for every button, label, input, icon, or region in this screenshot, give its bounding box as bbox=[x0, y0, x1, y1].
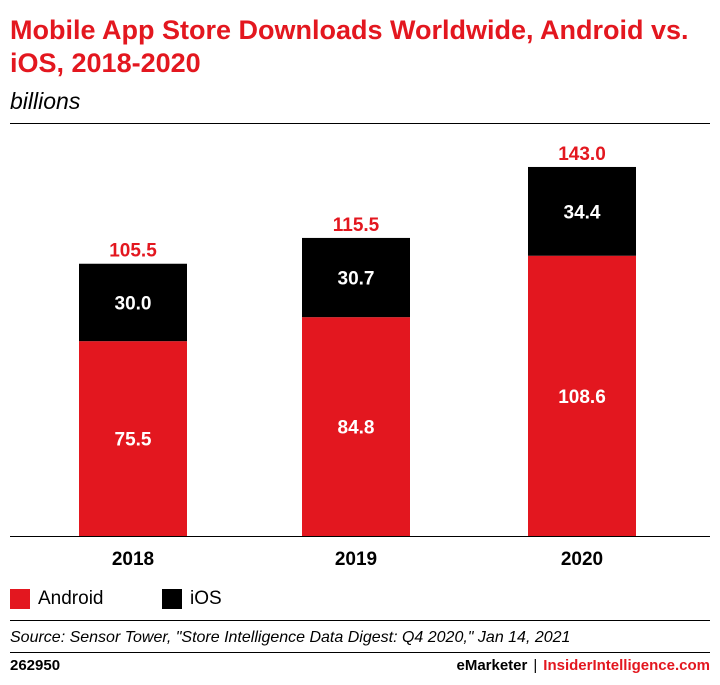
legend-swatch-android bbox=[10, 589, 30, 609]
brand: eMarketer | InsiderIntelligence.com bbox=[456, 657, 710, 674]
legend-label-ios: iOS bbox=[190, 588, 222, 609]
data-label-ios-2020: 34.4 bbox=[564, 202, 601, 223]
brand-separator: | bbox=[533, 657, 538, 674]
x-tick-label-2020: 2020 bbox=[561, 549, 603, 570]
x-tick-label-2018: 2018 bbox=[112, 549, 154, 570]
chart-subtitle: billions bbox=[10, 88, 81, 114]
source-note: Source: Sensor Tower, "Store Intelligenc… bbox=[10, 629, 571, 646]
bar-ios-2020 bbox=[528, 166, 636, 256]
data-label-ios-2018: 30.0 bbox=[115, 293, 152, 314]
data-label-ios-2019: 30.7 bbox=[338, 269, 375, 290]
bar-ios-2019 bbox=[302, 237, 410, 318]
chart-title: Mobile App Store Downloads Worldwide, An… bbox=[10, 15, 689, 78]
total-label-2018: 105.5 bbox=[109, 241, 157, 262]
chart-id: 262950 bbox=[10, 657, 61, 674]
bar-ios-2018 bbox=[79, 263, 187, 342]
data-label-android-2019: 84.8 bbox=[338, 418, 375, 439]
stacked-bar-chart: 75.5 30.0 105.5 2018 84.8 30.7 115.5 2019 108.6 3… bbox=[10, 144, 710, 570]
total-label-2019: 115.5 bbox=[333, 215, 380, 236]
legend-swatch-ios bbox=[162, 589, 182, 609]
legend-item-ios: iOS bbox=[162, 588, 222, 610]
bar-android-2019 bbox=[302, 317, 410, 536]
brand-emarketer: eMarketer bbox=[456, 657, 528, 674]
bar-android-2018 bbox=[79, 341, 187, 536]
data-label-android-2020: 108.6 bbox=[558, 387, 606, 408]
top-divider bbox=[10, 123, 710, 124]
total-label-2020: 143.0 bbox=[558, 144, 606, 165]
bar-android-2020 bbox=[528, 255, 636, 536]
legend-item-android: Android bbox=[10, 588, 104, 610]
source-divider bbox=[10, 620, 710, 621]
footer: 262950 eMarketer | InsiderIntelligence.com bbox=[10, 657, 710, 677]
data-label-android-2018: 75.5 bbox=[115, 430, 152, 451]
x-tick-label-2019: 2019 bbox=[335, 549, 377, 570]
legend-label-android: Android bbox=[38, 588, 104, 609]
footer-divider bbox=[10, 652, 710, 653]
legend: Android iOS bbox=[10, 588, 410, 610]
brand-insider-intelligence[interactable]: InsiderIntelligence.com bbox=[543, 657, 710, 674]
